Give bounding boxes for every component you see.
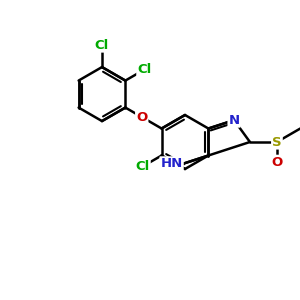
- Text: S: S: [272, 136, 282, 148]
- Text: Cl: Cl: [137, 63, 152, 76]
- Text: O: O: [271, 156, 283, 169]
- Text: Cl: Cl: [95, 39, 109, 52]
- Text: O: O: [136, 110, 147, 124]
- Text: Cl: Cl: [135, 160, 150, 173]
- Text: HN: HN: [160, 157, 183, 170]
- Text: N: N: [229, 114, 240, 127]
